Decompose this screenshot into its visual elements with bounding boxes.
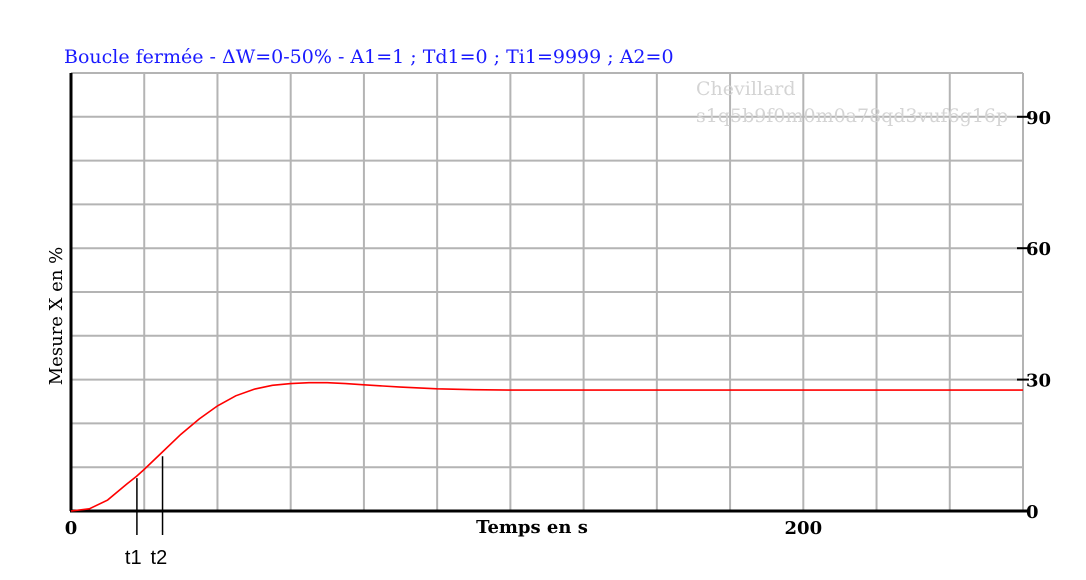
watermark: Chevillard s1q5b9f0m0m0a78qd3vuf6g16p xyxy=(696,78,1008,127)
tick-labels: 0 200 0 30 60 90 xyxy=(65,108,1051,539)
x-axis-label: Temps en s xyxy=(476,517,588,538)
grid-lines xyxy=(70,72,1024,512)
x-tick-label: 0 xyxy=(65,518,78,539)
y-tick-label: 90 xyxy=(1026,108,1051,129)
y-tick-label: 30 xyxy=(1026,371,1051,392)
time-markers: t1 t2 xyxy=(125,456,167,569)
series-line xyxy=(70,381,1023,512)
watermark-line: s1q5b9f0m0m0a78qd3vuf6g16p xyxy=(696,105,1008,127)
marker-label: t2 xyxy=(151,547,168,569)
chart-title: Boucle fermée - ΔW=0-50% - A1=1 ; Td1=0 … xyxy=(64,46,674,68)
y-tick-label: 60 xyxy=(1026,239,1051,260)
marker-label: t1 xyxy=(125,547,142,569)
watermark-line: Chevillard xyxy=(696,78,796,100)
series-layer xyxy=(70,381,1023,512)
axes xyxy=(69,73,1027,513)
x-tick-label: 200 xyxy=(785,518,823,539)
y-axis-label: Mesure X en % xyxy=(46,247,67,386)
y-tick-label: 0 xyxy=(1026,502,1039,523)
